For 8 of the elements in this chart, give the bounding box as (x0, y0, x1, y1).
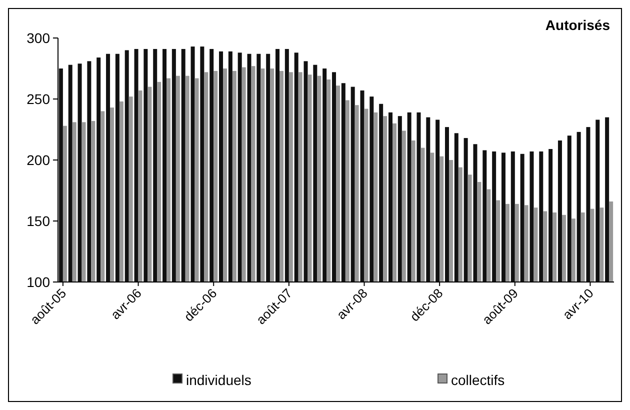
legend-label: collectifs (451, 372, 505, 388)
y-tick-label: 250 (26, 90, 50, 107)
y-tick-label: 100 (26, 274, 50, 290)
legend-label: individuels (186, 372, 252, 388)
y-tick-label: 300 (26, 30, 50, 46)
y-tick-label: 200 (26, 152, 50, 168)
y-tick-label: 150 (26, 212, 50, 229)
chart-title: Autorisés (545, 17, 610, 33)
